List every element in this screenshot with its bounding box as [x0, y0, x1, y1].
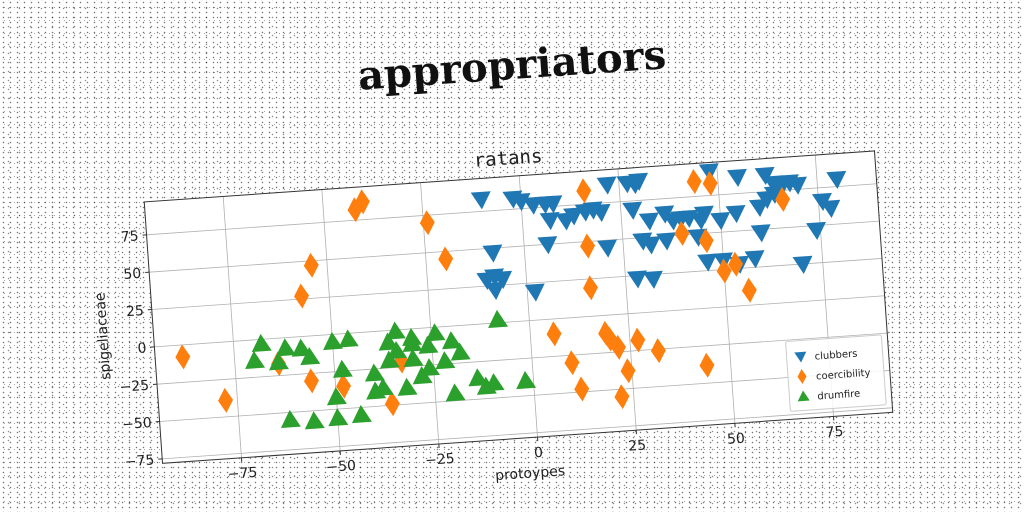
y-tick-label: −25 [119, 378, 150, 396]
legend: clubbers coercibility drumfire [786, 335, 887, 412]
x-tick-label: 75 [825, 424, 844, 441]
x-tick-label: 0 [534, 445, 544, 462]
y-tick-label: 25 [126, 303, 145, 320]
x-axis-label: protoypes [495, 463, 566, 484]
x-tick-label: −75 [227, 465, 258, 483]
y-tick-label: −75 [124, 452, 155, 470]
x-tick-label: −25 [425, 451, 456, 469]
chart-group: −75 −50 −25 0 25 50 75−75−50−250255075 ratans … [84, 122, 895, 511]
y-tick-label: 0 [137, 340, 147, 357]
y-axis-label: spigeliaceae [92, 292, 114, 380]
x-tick-label: 25 [628, 438, 647, 455]
y-tick-label: −50 [122, 415, 153, 433]
y-tick-label: 50 [123, 266, 142, 283]
chart-title: ratans [473, 145, 543, 172]
x-tick-label: −50 [326, 458, 357, 476]
x-tick-label: 50 [727, 431, 746, 448]
y-tick-label: 75 [120, 228, 139, 245]
